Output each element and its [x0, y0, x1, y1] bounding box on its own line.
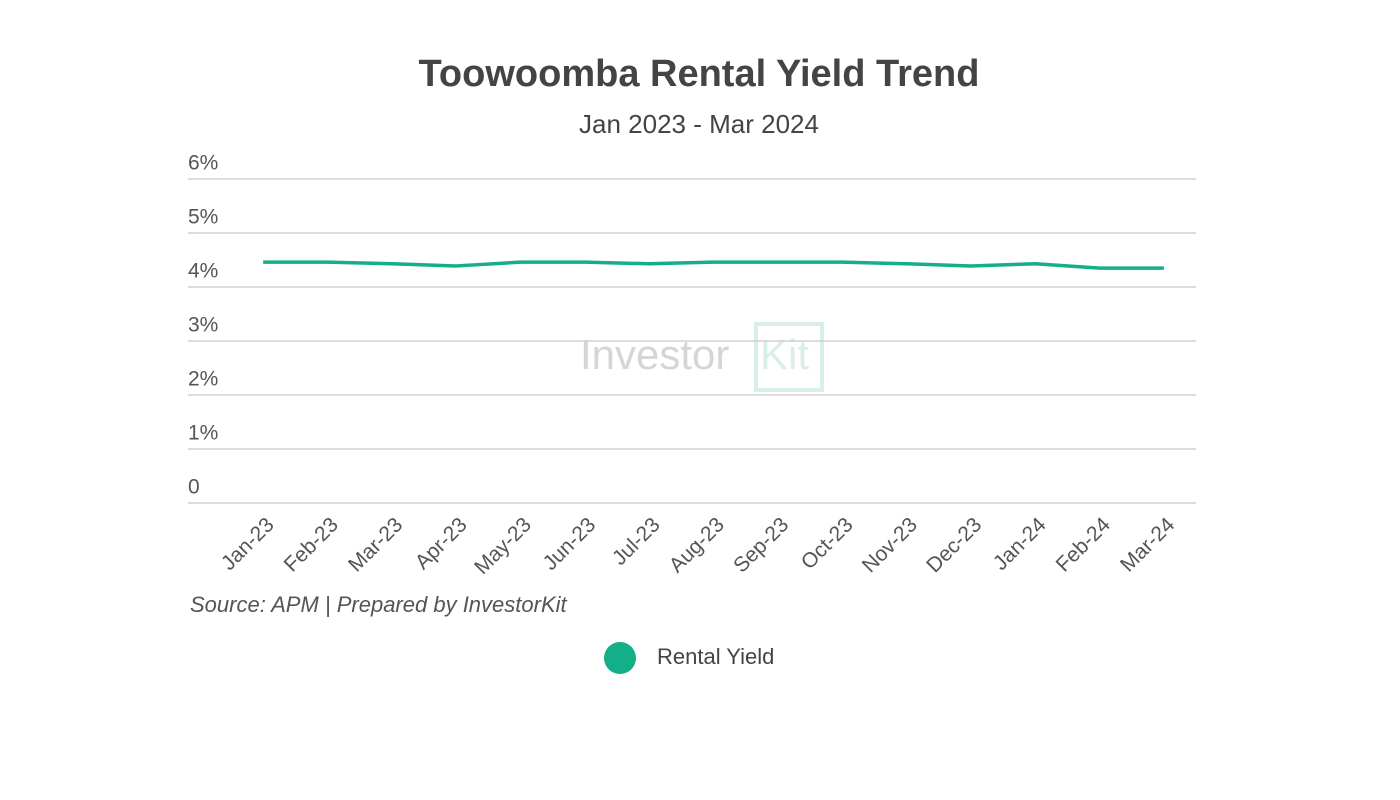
- x-tick-label: May-23: [470, 513, 536, 579]
- x-tick-label: Nov-23: [858, 513, 922, 577]
- x-tick-label: Jul-23: [608, 513, 665, 570]
- y-tick-label: 4%: [188, 260, 218, 283]
- y-tick-label: 1%: [188, 422, 218, 445]
- y-tick-label: 3%: [188, 314, 218, 337]
- y-tick-label: 0: [188, 476, 200, 499]
- watermark-text: Investor: [580, 331, 729, 378]
- watermark-text: Kit: [760, 331, 809, 378]
- x-tick-label: Mar-24: [1116, 513, 1180, 577]
- y-tick-label: 5%: [188, 206, 218, 229]
- x-tick-label: Sep-23: [729, 513, 793, 577]
- legend-marker: [604, 642, 636, 674]
- x-tick-label: Jan-23: [217, 513, 279, 575]
- y-tick-label: 2%: [188, 368, 218, 391]
- chart-title: Toowoomba Rental Yield Trend: [419, 53, 980, 95]
- x-tick-label: Dec-23: [922, 513, 986, 577]
- data-line: [263, 260, 1164, 270]
- x-tick-label: Jan-24: [989, 513, 1051, 575]
- legend-label: Rental Yield: [657, 644, 774, 669]
- watermark-box: [754, 322, 824, 392]
- y-tick-label: 6%: [188, 152, 218, 175]
- chart-subtitle: Jan 2023 - Mar 2024: [579, 109, 819, 139]
- watermark: Investor Kit: [580, 322, 824, 392]
- x-tick-label: Mar-23: [344, 513, 407, 576]
- x-tick-label: Feb-24: [1052, 513, 1116, 577]
- x-tick-label: Oct-23: [797, 513, 858, 574]
- source-note: Source: APM | Prepared by InvestorKit: [190, 592, 568, 617]
- x-tick-label: Apr-23: [411, 513, 472, 574]
- x-tick-label: Feb-23: [280, 513, 343, 576]
- x-tick-label: Jun-23: [539, 513, 601, 575]
- x-tick-label: Aug-23: [665, 513, 729, 577]
